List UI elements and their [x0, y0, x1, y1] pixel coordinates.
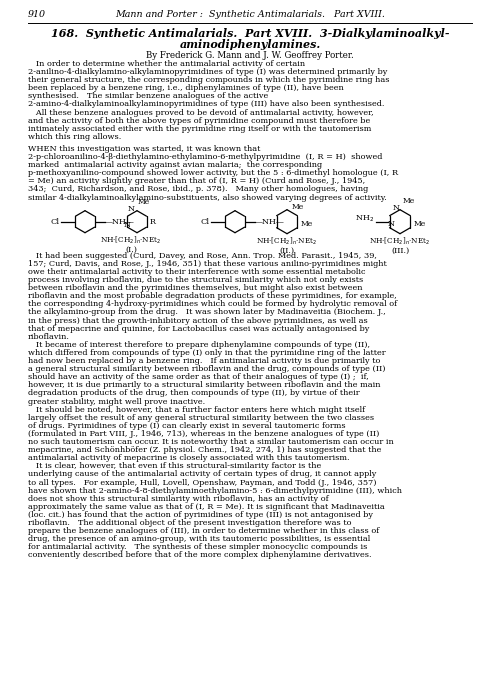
Text: 910: 910 — [28, 10, 46, 19]
Text: 168.  Synthetic Antimalarials.  Part XVIII.  3-Dialkylaminoalkyl-: 168. Synthetic Antimalarials. Part XVIII… — [51, 28, 449, 39]
Text: In order to determine whether the antimalarial activity of certain: In order to determine whether the antima… — [28, 60, 305, 68]
Text: (loc. cit.) has found that the action of pyrimidines of type (III) is not antago: (loc. cit.) has found that the action of… — [28, 511, 373, 519]
Text: It should be noted, however, that a further factor enters here which might itsel: It should be noted, however, that a furt… — [28, 405, 365, 414]
Text: NH$\cdot$[CH$_2$]$_n$$\cdot$NEt$_2$: NH$\cdot$[CH$_2$]$_n$$\cdot$NEt$_2$ — [100, 235, 162, 246]
Text: similar 4-dialkylaminoalkylamino-substituents, also showed varying degrees of ac: similar 4-dialkylaminoalkylamino-substit… — [28, 194, 387, 202]
Text: a general structural similarity between riboflavin and the drug, compounds of ty: a general structural similarity between … — [28, 365, 386, 373]
Text: that of mepacrine and quinine, for Lactobacillus casei was actually antagonised : that of mepacrine and quinine, for Lacto… — [28, 325, 369, 333]
Text: conveniently described before that of the more complex diphenylamine derivatives: conveniently described before that of th… — [28, 551, 372, 559]
Text: 343;  Curd, Richardson, and Rose, ibid., p. 378).   Many other homologues, havin: 343; Curd, Richardson, and Rose, ibid., … — [28, 185, 368, 194]
Text: which differed from compounds of type (I) only in that the pyrimidine ring of th: which differed from compounds of type (I… — [28, 349, 386, 357]
Text: does not show this structural similarity with riboflavin, has an activity of: does not show this structural similarity… — [28, 495, 328, 502]
Text: By Frederick G. Mann and J. W. Geoffrey Porter.: By Frederick G. Mann and J. W. Geoffrey … — [146, 51, 354, 60]
Text: and the activity of both the above types of pyrimidine compound must therefore b: and the activity of both the above types… — [28, 117, 370, 125]
Text: of drugs. Pyrimidines of type (I) can clearly exist in several tautomeric forms: of drugs. Pyrimidines of type (I) can cl… — [28, 422, 345, 430]
Text: p-methoxyanilino-compound showed lower activity, but the 5 : 6-dimethyl homologu: p-methoxyanilino-compound showed lower a… — [28, 169, 398, 177]
Text: 2-amino-4-dialkylaminoalkylaminopyrimidines of type (III) have also been synthes: 2-amino-4-dialkylaminoalkylaminopyrimidi… — [28, 100, 384, 109]
Text: = Me) an activity slightly greater than that of (I, R = H) (Curd and Rose, J., 1: = Me) an activity slightly greater than … — [28, 177, 365, 185]
Text: however, it is due primarily to a structural similarity between riboflavin and t: however, it is due primarily to a struct… — [28, 382, 380, 389]
Text: 2-p-chloroanilino-4-β-diethylamino-ethylamino-6-methylpyrimidine  (I, R = H)  sh: 2-p-chloroanilino-4-β-diethylamino-ethyl… — [28, 153, 382, 161]
Text: have shown that 2-amino-4-8-diethylaminoethylamino-5 : 6-dimethylpyrimidine (III: have shown that 2-amino-4-8-diethylamino… — [28, 487, 402, 494]
Text: should have an activity of the same order as that of their analogues of type (I): should have an activity of the same orde… — [28, 373, 369, 381]
Text: Mann and Porter :  Synthetic Antimalarials.   Part XVIII.: Mann and Porter : Synthetic Antimalarial… — [115, 10, 385, 19]
Text: Me: Me — [138, 198, 150, 206]
Text: intimately associated either with the pyrimidine ring itself or with the tautome: intimately associated either with the py… — [28, 125, 372, 133]
Text: largely offset the result of any general structural similarity between the two c: largely offset the result of any general… — [28, 414, 374, 422]
Text: mepacrine, and Schönhböfer (Z. physiol. Chem., 1942, 274, 1) has suggested that : mepacrine, and Schönhböfer (Z. physiol. … — [28, 446, 382, 454]
Text: N: N — [128, 204, 134, 213]
Text: for antimalarial activity.   The synthesis of these simpler monocyclic compounds: for antimalarial activity. The synthesis… — [28, 543, 367, 551]
Text: their general structure, the corresponding compounds in which the pyrimidine rin: their general structure, the correspondi… — [28, 76, 390, 84]
Text: It became of interest therefore to prepare diphenylamine compounds of type (II),: It became of interest therefore to prepa… — [28, 341, 370, 349]
Text: N: N — [392, 204, 400, 212]
Text: Me: Me — [292, 203, 304, 210]
Text: riboflavin and the most probable degradation products of these pyrimidines, for : riboflavin and the most probable degrada… — [28, 292, 397, 300]
Text: Me: Me — [403, 197, 415, 204]
Text: 2-anilino-4-dialkylamino-alkylaminopyrimidines of type (I) was determined primar: 2-anilino-4-dialkylamino-alkylaminopyrim… — [28, 68, 388, 76]
Text: greater stability, might well prove inactive.: greater stability, might well prove inac… — [28, 397, 206, 405]
Text: had now been replaced by a benzene ring.   If antimalarial activity is due prima: had now been replaced by a benzene ring.… — [28, 357, 380, 365]
Text: It had been suggested (Curd, Davey, and Rose, Ann. Trop. Med. Parasit., 1945, 39: It had been suggested (Curd, Davey, and … — [28, 252, 377, 259]
Text: been replaced by a benzene ring, i.e., diphenylamines of type (II), have been: been replaced by a benzene ring, i.e., d… — [28, 84, 344, 92]
Text: degradation products of the drug, then compounds of type (II), by virtue of thei: degradation products of the drug, then c… — [28, 389, 359, 397]
Text: NH$_2$: NH$_2$ — [355, 213, 374, 224]
Text: Me: Me — [414, 220, 426, 227]
Text: (II.): (II.) — [280, 246, 294, 255]
Text: which this ring allows.: which this ring allows. — [28, 133, 122, 141]
Text: NH$\cdot$[CH$_2$]$_n$$\cdot$NEt$_2$: NH$\cdot$[CH$_2$]$_n$$\cdot$NEt$_2$ — [256, 236, 318, 247]
Text: All these benzene analogues proved to be devoid of antimalarial activity, howeve: All these benzene analogues proved to be… — [28, 109, 374, 117]
Text: riboflavin.   The additional object of the present investigation therefore was t: riboflavin. The additional object of the… — [28, 519, 351, 527]
Text: underlying cause of the antimalarial activity of certain types of drug, it canno: underlying cause of the antimalarial act… — [28, 471, 376, 479]
Text: in the press) that the growth-inhibitory action of the above pyrimidines, as wel: in the press) that the growth-inhibitory… — [28, 316, 368, 325]
Text: riboflavin.: riboflavin. — [28, 333, 70, 341]
Text: aminodiphenylamines.: aminodiphenylamines. — [180, 39, 320, 50]
Text: the corresponding 4-hydroxy-pyrimidines which could be formed by hydrolytic remo: the corresponding 4-hydroxy-pyrimidines … — [28, 300, 397, 308]
Text: marked  antimalarial activity against avian malaria;  the corresponding: marked antimalarial activity against avi… — [28, 161, 322, 169]
Text: prepare the benzene analogues of (III), in order to determine whether in this cl: prepare the benzene analogues of (III), … — [28, 527, 380, 535]
Text: owe their antimalarial activity to their interference with some essential metabo: owe their antimalarial activity to their… — [28, 268, 365, 276]
Text: 157; Curd, Davis, and Rose, J., 1946, 351) that these various anilino-pyrimidine: 157; Curd, Davis, and Rose, J., 1946, 35… — [28, 260, 387, 268]
Text: to all types.   For example, Hull, Lovell, Openshaw, Payman, and Todd (J., 1946,: to all types. For example, Hull, Lovell,… — [28, 479, 376, 486]
Text: (formulated in Part VIII, J., 1946, 713), whereas in the benzene analogues of ty: (formulated in Part VIII, J., 1946, 713)… — [28, 430, 380, 438]
Text: drug, the presence of an amino-group, with its tautomeric possibilities, is esse: drug, the presence of an amino-group, wi… — [28, 535, 370, 543]
Text: N: N — [124, 221, 131, 229]
Text: R: R — [150, 218, 156, 225]
Text: process involving riboflavin, due to the structural similarity which not only ex: process involving riboflavin, due to the… — [28, 276, 363, 284]
Text: approximately the same value as that of (I, R = Me). It is significant that Madi: approximately the same value as that of … — [28, 503, 385, 511]
Text: —NH—: —NH— — [105, 218, 135, 225]
Text: (III.): (III.) — [391, 246, 409, 255]
Text: antimalarial activity of mepacrine is closely associated with this tautomerism.: antimalarial activity of mepacrine is cl… — [28, 454, 349, 462]
Text: (I.): (I.) — [125, 246, 137, 254]
Text: WHEN this investigation was started, it was known that: WHEN this investigation was started, it … — [28, 145, 260, 153]
Text: Cl: Cl — [201, 218, 210, 225]
Text: It is clear, however, that even if this structural-similarity factor is the: It is clear, however, that even if this … — [28, 462, 321, 471]
Text: Cl: Cl — [51, 218, 60, 225]
Text: —NH—: —NH— — [255, 218, 285, 225]
Text: N: N — [388, 220, 395, 227]
Text: no such tautomerism can occur. It is noteworthy that a similar tautomerism can o: no such tautomerism can occur. It is not… — [28, 438, 394, 446]
Text: synthesised.   The similar benzene analogues of the active: synthesised. The similar benzene analogu… — [28, 92, 268, 100]
Text: between riboflavin and the pyrimidines themselves, but might also exist between: between riboflavin and the pyrimidines t… — [28, 284, 362, 292]
Text: NH$\cdot$[CH$_2$]$_n$$\cdot$NEt$_2$: NH$\cdot$[CH$_2$]$_n$$\cdot$NEt$_2$ — [370, 236, 430, 247]
Text: Me: Me — [301, 220, 313, 227]
Text: the alkylamino-group from the drug.   It was shown later by Madinaveitia (Bioche: the alkylamino-group from the drug. It w… — [28, 308, 386, 316]
